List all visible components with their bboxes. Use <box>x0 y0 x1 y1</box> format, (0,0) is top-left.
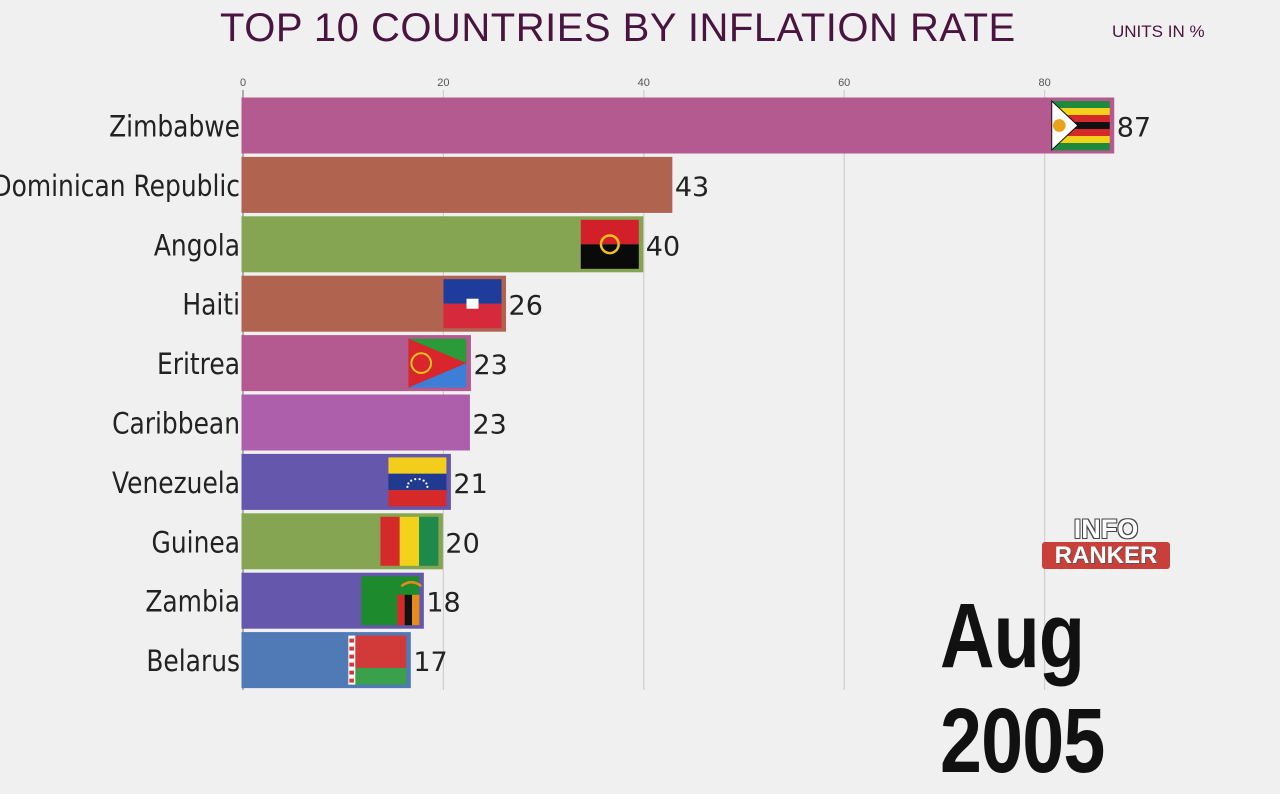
info-ranker-logo: INFO RANKER <box>1042 514 1170 572</box>
category-label: Dominican Republic <box>0 170 240 203</box>
category-label: Haiti <box>182 289 240 322</box>
zambia-flag-icon <box>361 576 423 626</box>
chart-title: TOP 10 COUNTRIES BY INFLATION RATE <box>220 6 1016 50</box>
angola-flag-icon <box>580 219 639 269</box>
x-tick-label: 20 <box>437 77 449 89</box>
value-label: 23 <box>473 350 507 381</box>
bar-chart: 0 20 40 60 80 Zimbabwe 87 Dominican Republic 43 A… <box>0 77 1151 690</box>
eritrea-flag-icon <box>408 338 467 388</box>
value-label: 23 <box>472 410 506 441</box>
bar <box>241 156 673 213</box>
value-label: 17 <box>413 647 447 678</box>
x-tick-label: 80 <box>1038 77 1050 89</box>
units-label: UNITS IN % <box>1112 22 1205 41</box>
category-label: Zambia <box>145 586 240 619</box>
haiti-flag-icon <box>443 279 502 329</box>
guinea-flag-icon <box>380 516 439 566</box>
logo-line-1: INFO <box>1073 514 1139 544</box>
value-label: 20 <box>445 528 479 559</box>
value-label: 43 <box>675 172 709 203</box>
bar <box>241 97 1115 154</box>
date-label: Aug 2005 <box>940 585 1105 792</box>
value-label: 40 <box>646 231 680 262</box>
belarus-flag-icon <box>348 635 407 685</box>
logo-line-2: RANKER <box>1042 542 1170 569</box>
bar <box>241 394 470 451</box>
value-label: 21 <box>453 469 487 500</box>
category-label: Venezuela <box>112 467 240 500</box>
bar <box>241 216 644 273</box>
category-label: Guinea <box>152 527 240 560</box>
x-tick-label: 60 <box>838 77 850 89</box>
category-label: Zimbabwe <box>109 111 240 144</box>
value-label: 87 <box>1117 113 1151 144</box>
x-tick-label: 0 <box>240 77 246 89</box>
category-label: Belarus <box>146 645 240 678</box>
category-label: Angola <box>154 230 240 263</box>
category-label: Caribbean <box>112 408 240 441</box>
value-label: 26 <box>509 291 543 322</box>
venezuela-flag-icon <box>388 457 447 507</box>
value-label: 18 <box>426 588 460 619</box>
zimbabwe-flag-icon <box>1051 99 1110 152</box>
x-tick-label: 40 <box>638 77 650 89</box>
category-label: Eritrea <box>157 348 240 381</box>
